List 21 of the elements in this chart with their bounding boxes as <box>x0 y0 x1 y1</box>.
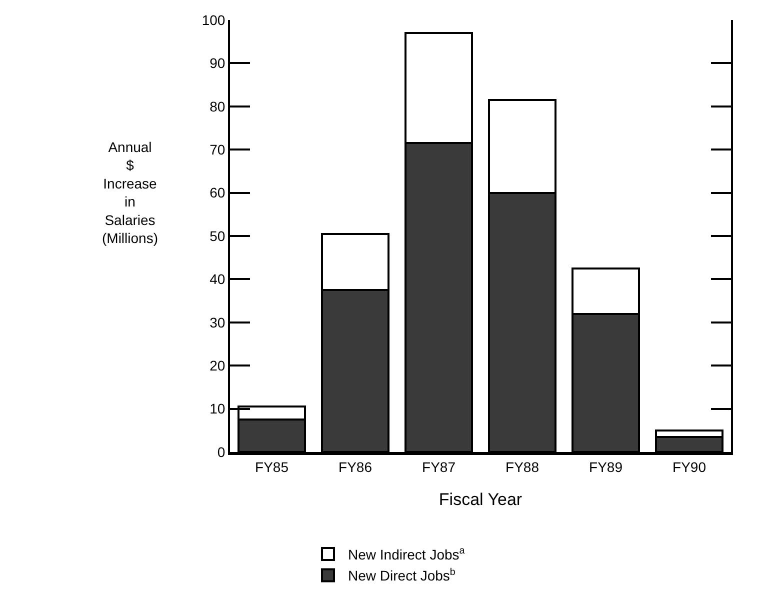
y-tick-label: 0 <box>217 444 226 460</box>
x-tick-label: FY89 <box>589 458 623 475</box>
y-axis-title: Annual $ Increase in Salaries (Millions) <box>102 139 158 246</box>
x-tick-label: FY87 <box>422 458 456 475</box>
y-tick-label: 100 <box>202 12 226 28</box>
legend-label: New Direct Jobs$^{b}$ <box>348 566 456 584</box>
x-tick-label: FY88 <box>506 458 540 475</box>
y-tick-label: 30 <box>210 314 226 330</box>
y-tick-label: 80 <box>210 98 226 114</box>
y-tick-label: 90 <box>210 55 226 72</box>
x-tick-label: FY86 <box>338 458 372 475</box>
y-tick-label: 70 <box>210 142 226 158</box>
y-tick-label: 60 <box>210 184 226 201</box>
y-tick-label: 20 <box>210 358 226 374</box>
y-tick-label: 50 <box>210 228 226 244</box>
x-axis-title: Fiscal Year <box>438 490 522 510</box>
legend-label: New Indirect Jobs$^{a}$ <box>348 546 466 562</box>
x-tick-label: FY85 <box>255 458 289 475</box>
y-tick-label: 10 <box>210 400 226 417</box>
y-tick-label: 40 <box>210 271 226 288</box>
x-tick-label: FY90 <box>672 458 706 475</box>
